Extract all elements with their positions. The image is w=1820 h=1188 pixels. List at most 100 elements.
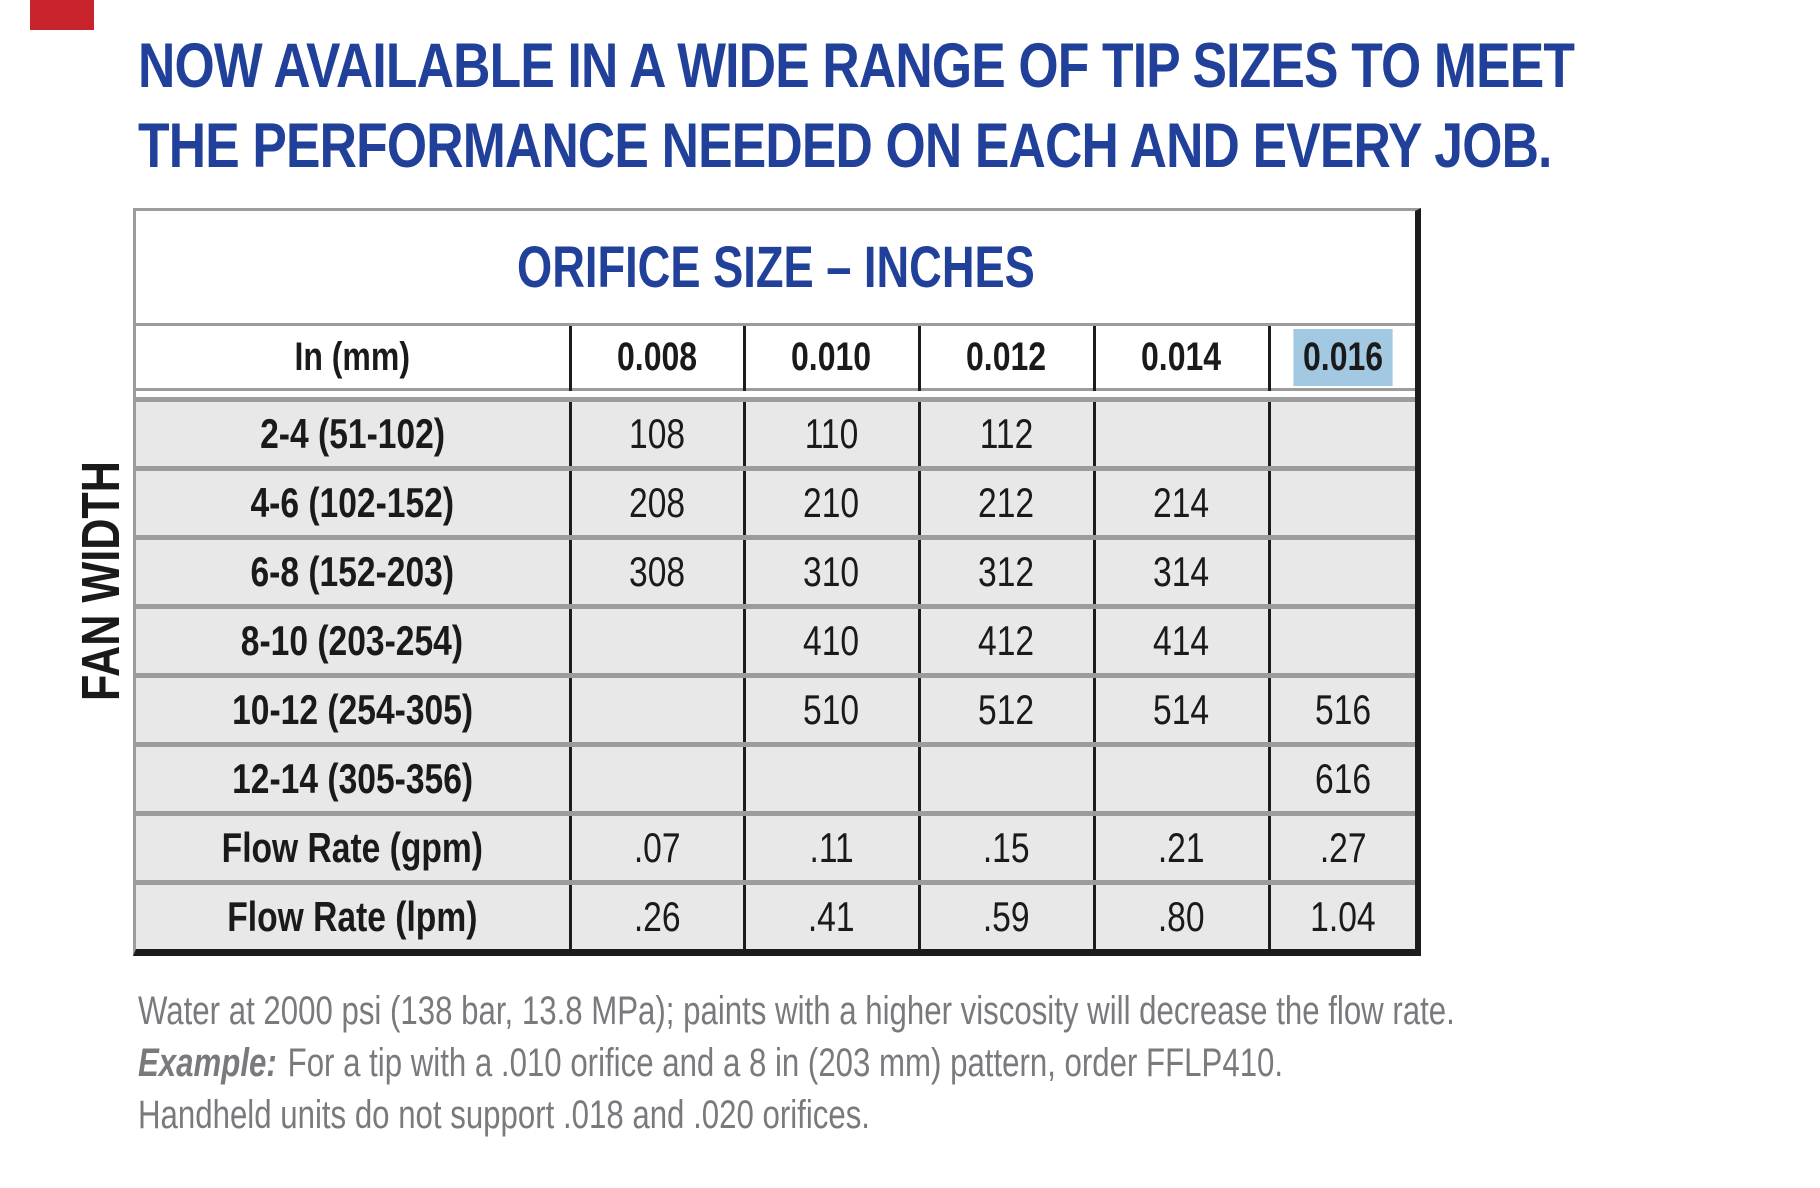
- cell-value: [1092, 397, 1269, 469]
- row-label: 4-6 (102-152): [136, 466, 570, 538]
- highlight-badge: 0.016: [1293, 328, 1393, 386]
- cell-value: .21: [1092, 811, 1269, 883]
- cell-value: 412: [917, 604, 1094, 676]
- example-text: For a tip with a .010 orifice and a 8 in…: [287, 1041, 1284, 1085]
- cell-value: [568, 742, 744, 814]
- cell-value: 410: [742, 604, 919, 676]
- row-label: 12-14 (305-356): [136, 742, 570, 814]
- row-label-text: 10-12 (254-305): [231, 686, 473, 733]
- cell-value: 414: [1092, 604, 1269, 676]
- column-header-016-highlighted: 0.016: [1267, 324, 1416, 390]
- table-row: 6-8 (152-203) 308 310 312 314: [136, 535, 1416, 607]
- cell-value: .15: [917, 811, 1094, 883]
- table-title-cell: ORIFICE SIZE – INCHES: [136, 211, 1416, 326]
- cell-value: 308: [568, 535, 744, 607]
- page-title-line1: NOW AVAILABLE IN A WIDE RANGE OF TIP SIZ…: [138, 31, 1575, 101]
- row-label: 6-8 (152-203): [136, 535, 570, 607]
- orifice-table: ORIFICE SIZE – INCHES In (mm) 0.008 0.01…: [133, 208, 1421, 956]
- example-label: Example:: [138, 1041, 277, 1085]
- table-row: 10-12 (254-305) 510 512 514 516: [136, 673, 1416, 745]
- column-header-010: 0.010: [742, 324, 919, 390]
- cell-value: 212: [917, 466, 1094, 538]
- table-row: 4-6 (102-152) 208 210 212 214: [136, 466, 1416, 538]
- row-label: Flow Rate (lpm): [136, 880, 570, 949]
- row-label-text: 2-4 (51-102): [259, 410, 445, 457]
- cell-value: 110: [742, 397, 919, 469]
- cell-value: 512: [917, 673, 1094, 745]
- cell-value: .27: [1267, 811, 1416, 883]
- cell-value-text: 108: [628, 410, 686, 457]
- footnotes: Water at 2000 psi (138 bar, 13.8 MPa); p…: [138, 985, 1820, 1141]
- cell-value-text: 212: [978, 479, 1035, 526]
- cell-value-text: 410: [803, 617, 860, 664]
- cell-value-text: 112: [979, 410, 1034, 457]
- cell-value: 514: [1092, 673, 1269, 745]
- cell-value-text: 208: [628, 479, 686, 526]
- cell-value: [568, 604, 744, 676]
- column-header-014: 0.014: [1092, 324, 1269, 390]
- page-title: NOW AVAILABLE IN A WIDE RANGE OF TIP SIZ…: [138, 26, 1820, 186]
- cell-value-text: .59: [983, 893, 1030, 940]
- table-row: Flow Rate (gpm) .07 .11 .15 .21 .27: [136, 811, 1416, 883]
- cell-value-text: .26: [633, 893, 681, 940]
- row-label: 2-4 (51-102): [136, 397, 570, 469]
- cell-value: .07: [568, 811, 744, 883]
- table-row: 12-14 (305-356) 616: [136, 742, 1416, 814]
- cell-value-text: 308: [628, 548, 686, 595]
- footnote-conditions: Water at 2000 psi (138 bar, 13.8 MPa); p…: [138, 989, 1455, 1033]
- cell-value: 1.04: [1267, 880, 1416, 949]
- cell-value: .41: [742, 880, 919, 949]
- column-header-008: 0.008: [568, 324, 744, 390]
- cell-value-text: .41: [808, 893, 855, 940]
- fan-width-axis-label: FAN WIDTH: [71, 461, 131, 701]
- cell-value: 314: [1092, 535, 1269, 607]
- cell-value-text: 412: [978, 617, 1035, 664]
- cell-value-text: .21: [1158, 824, 1205, 871]
- column-header-012: 0.012: [917, 324, 1094, 390]
- table-row: Flow Rate (lpm) .26 .41 .59 .80 1.04: [136, 880, 1416, 949]
- cell-value: 112: [917, 397, 1094, 469]
- cell-value-text: 616: [1314, 755, 1371, 802]
- cell-value: .26: [568, 880, 744, 949]
- page-title-line2: THE PERFORMANCE NEEDED ON EACH AND EVERY…: [138, 111, 1552, 181]
- table-title: ORIFICE SIZE – INCHES: [516, 234, 1035, 300]
- cell-value-text: 1.04: [1310, 893, 1376, 940]
- row-label: 8-10 (203-254): [136, 604, 570, 676]
- row-label-text: 6-8 (152-203): [250, 548, 455, 595]
- cell-value-text: 414: [1153, 617, 1210, 664]
- cell-value: [1092, 742, 1269, 814]
- cell-value: [1267, 397, 1416, 469]
- cell-value: [568, 673, 744, 745]
- footnote-example: Example: For a tip with a .010 orifice an…: [138, 1037, 1455, 1089]
- cell-value: 108: [568, 397, 744, 469]
- cell-value: [917, 742, 1094, 814]
- cell-value-text: 110: [804, 410, 859, 457]
- footnote-handheld: Handheld units do not support .018 and .…: [138, 1093, 870, 1137]
- row-label-text: Flow Rate (lpm): [227, 893, 478, 940]
- cell-value-text: 510: [803, 686, 860, 733]
- cell-value-text: 516: [1314, 686, 1371, 733]
- cell-value-text: 310: [803, 548, 860, 595]
- row-label: Flow Rate (gpm): [136, 811, 570, 883]
- cell-value: 208: [568, 466, 744, 538]
- cell-value: [1267, 604, 1416, 676]
- table-header-row: In (mm) 0.008 0.010 0.012 0.014 0.016: [136, 324, 1416, 390]
- cell-value-text: 312: [978, 548, 1035, 595]
- orifice-table-body: ORIFICE SIZE – INCHES In (mm) 0.008 0.01…: [136, 211, 1416, 949]
- header-spacer-row: [136, 388, 1416, 401]
- cell-value: 616: [1267, 742, 1416, 814]
- cell-value-text: 512: [978, 686, 1035, 733]
- cell-value: .59: [917, 880, 1094, 949]
- cell-value: .11: [742, 811, 919, 883]
- cell-value-text: .27: [1319, 824, 1367, 871]
- cell-value-text: .80: [1158, 893, 1205, 940]
- row-label-text: 12-14 (305-356): [231, 755, 473, 802]
- cell-value: 210: [742, 466, 919, 538]
- cell-value: 312: [917, 535, 1094, 607]
- cell-value: [742, 742, 919, 814]
- header-spacer-cell: [136, 388, 1416, 401]
- cell-value-text: 314: [1153, 548, 1210, 595]
- cell-value: [1267, 466, 1416, 538]
- cell-value: .80: [1092, 880, 1269, 949]
